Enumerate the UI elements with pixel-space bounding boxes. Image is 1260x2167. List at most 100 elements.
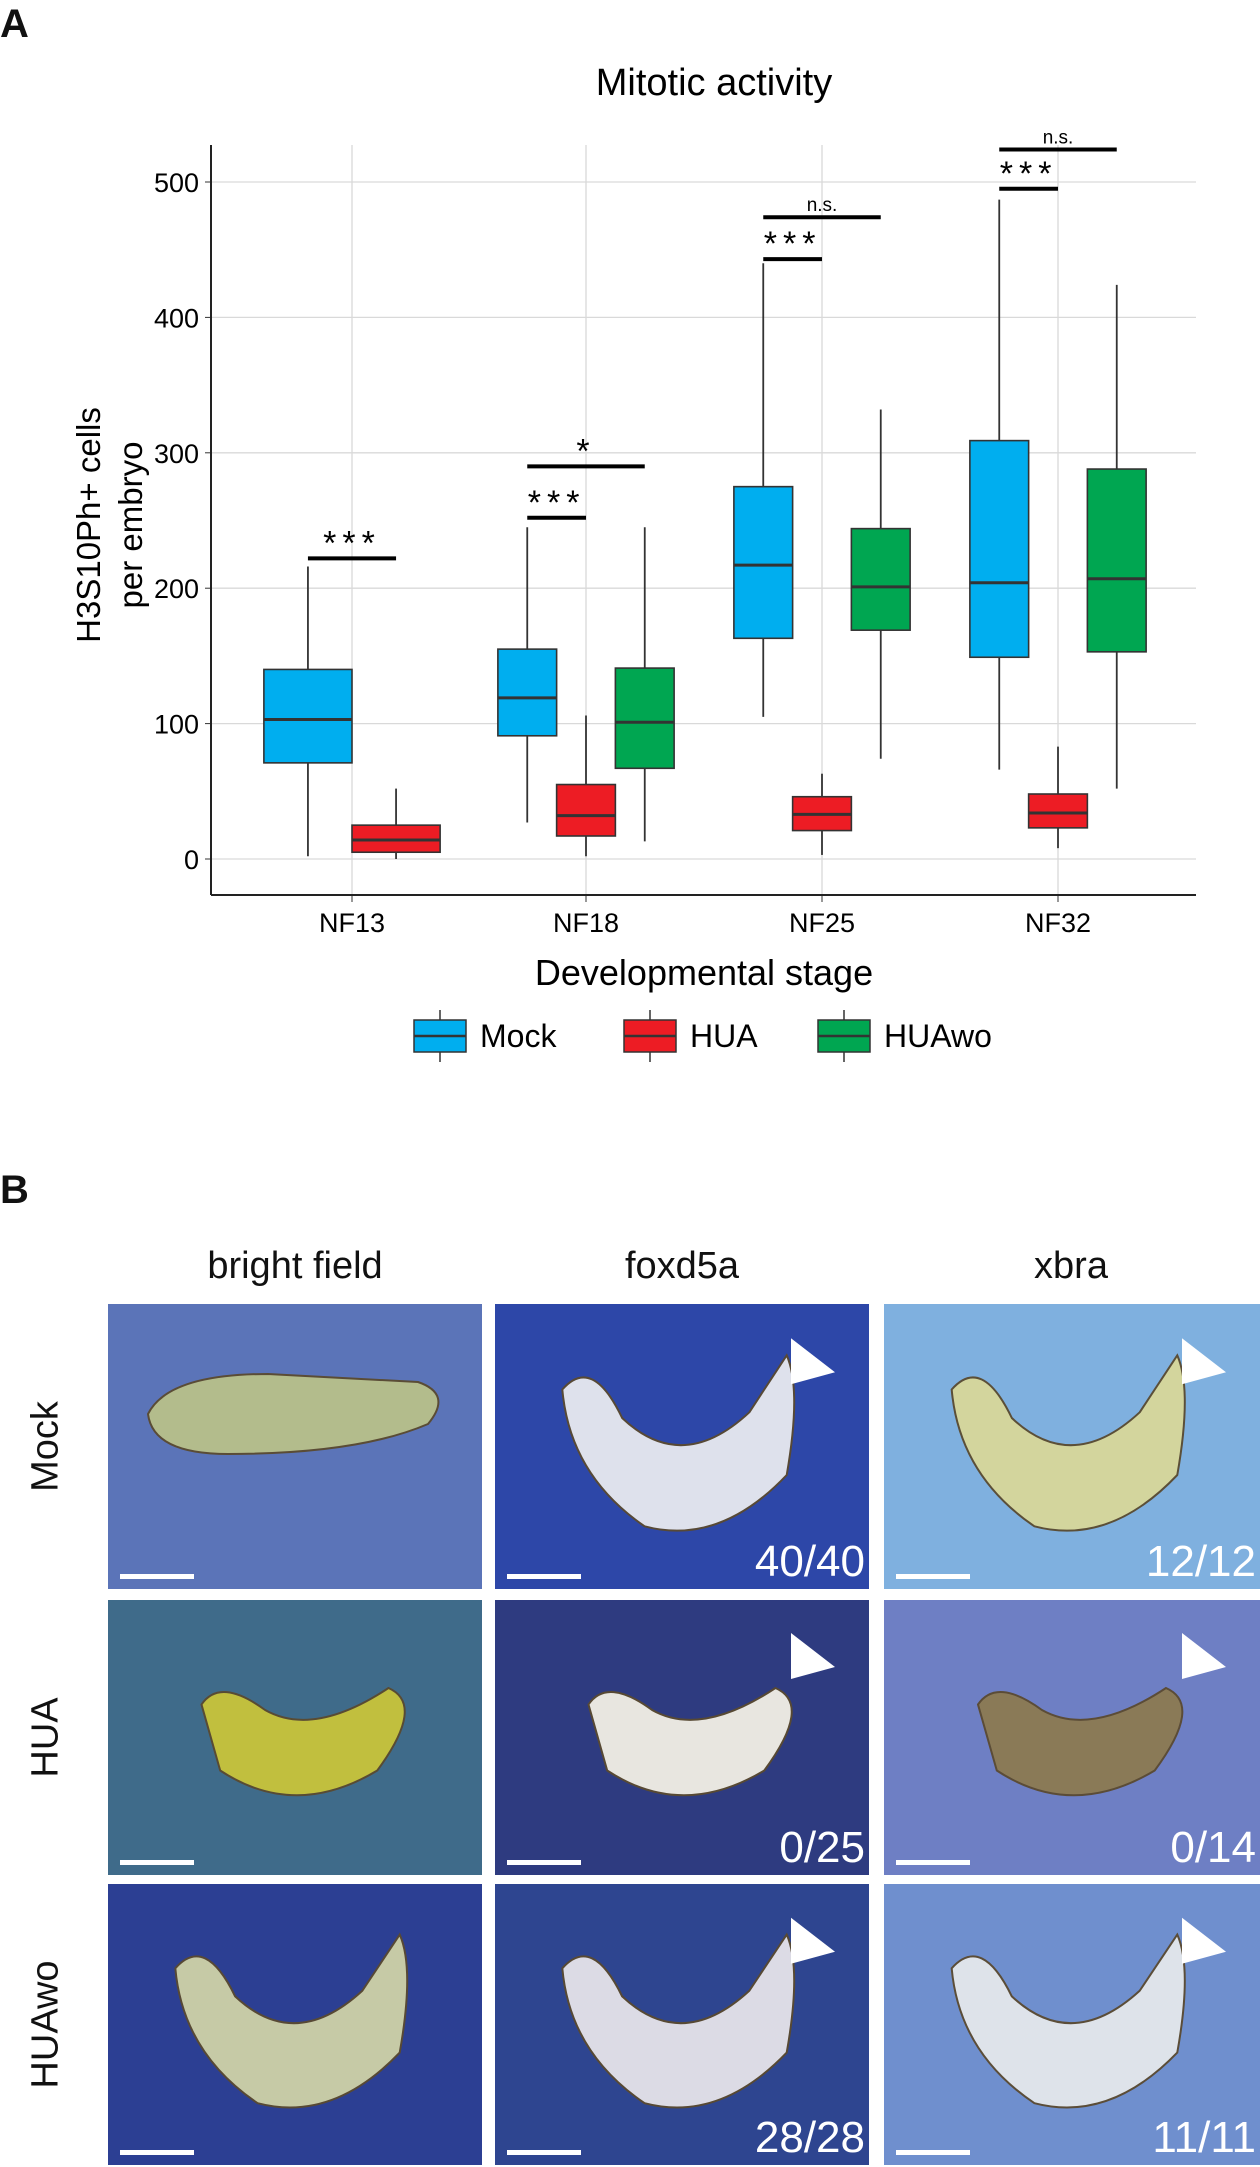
expression-count: 0/14 (1170, 1823, 1256, 1872)
embryo-shape (950, 1932, 1186, 2109)
x-tick-label: NF25 (789, 908, 855, 938)
embryo-photo-mock-1: 40/40 (495, 1304, 869, 1589)
y-tick-label: 400 (154, 303, 199, 333)
significance-label: n.s. (1043, 128, 1074, 149)
scale-bar (120, 1574, 194, 1579)
box-mock-nf25 (733, 263, 794, 717)
arrowhead-icon (791, 1633, 835, 1679)
embryo-shape (587, 1686, 793, 1797)
box-iqr (1027, 793, 1089, 829)
box-iqr (850, 527, 911, 631)
embryo-photo-huawo-2: 11/11 (884, 1884, 1260, 2165)
scale-bar (507, 1574, 581, 1579)
significance-label: n.s. (807, 195, 838, 216)
x-tick-label: NF32 (1025, 908, 1091, 938)
expression-count: 28/28 (754, 2113, 865, 2162)
y-tick-label: 0 (184, 845, 199, 875)
embryo-illustration (120, 1932, 409, 2155)
box-iqr (497, 648, 558, 737)
scale-bar (120, 2150, 194, 2155)
embryo-illustration (507, 1338, 835, 1579)
arrowhead-icon (1182, 1917, 1226, 1964)
chart-title: Mitotic activity (596, 62, 832, 104)
box-iqr (969, 439, 1030, 659)
panel-a-label: A (0, 2, 29, 46)
y-tick-label: 300 (154, 439, 199, 469)
embryo-photo-huawo-0 (108, 1884, 482, 2165)
legend-label: Mock (480, 1018, 557, 1054)
box-iqr (1086, 468, 1147, 653)
embryo-illustration (896, 1338, 1226, 1579)
embryo-shape (561, 1353, 796, 1532)
expression-count: 0/25 (779, 1823, 865, 1872)
expression-count: 12/12 (1145, 1537, 1256, 1586)
scale-bar (507, 2150, 581, 2155)
box-hua-nf13 (351, 788, 441, 859)
embryo-photo-mock-0 (108, 1304, 482, 1589)
legend-item-mock: Mock (413, 1010, 557, 1062)
scale-bar (896, 1860, 970, 1865)
scale-bar (507, 1860, 581, 1865)
significance-label: * (576, 432, 595, 470)
arrowhead-icon (1182, 1338, 1226, 1385)
panel-b-label: B (0, 1168, 29, 1212)
embryo-illustration (120, 1686, 406, 1865)
x-tick-label: NF18 (553, 908, 619, 938)
x-axis-label: Developmental stage (535, 952, 873, 993)
embryo-photo-mock-2: 12/12 (884, 1304, 1260, 1589)
column-title: bright field (207, 1245, 383, 1287)
arrowhead-icon (1182, 1633, 1226, 1679)
box-mock-nf32 (969, 199, 1030, 770)
box-hua-nf32 (1027, 746, 1089, 849)
box-huawo-nf25 (850, 409, 911, 759)
embryo-photo-huawo-1: 28/28 (495, 1884, 869, 2165)
embryo-shape (561, 1932, 796, 2109)
box-iqr (263, 668, 353, 764)
y-tick-label: 200 (154, 574, 199, 604)
legend: Mock HUA HUAwo (413, 1010, 992, 1062)
embryo-photo-hua-2: 0/14 (884, 1600, 1260, 1875)
scale-bar (896, 2150, 970, 2155)
embryo-shape (950, 1353, 1186, 1532)
box-hua-nf18 (555, 715, 617, 857)
legend-item-huawo: HUAwo (817, 1010, 992, 1062)
scale-bar (120, 1860, 194, 1865)
significance-label: *** (528, 484, 586, 522)
embryo-photo-hua-1: 0/25 (495, 1600, 869, 1875)
embryo-shape (174, 1932, 409, 2109)
y-tick-label: 100 (154, 710, 199, 740)
box-huawo-nf32 (1086, 284, 1147, 789)
row-label: HUAwo (24, 1959, 67, 2089)
x-tick-label: NF13 (319, 908, 385, 938)
box-huawo-nf18 (614, 527, 675, 842)
significance-label: *** (1000, 155, 1058, 193)
embryo-illustration (896, 1633, 1226, 1865)
legend-item-hua: HUA (623, 1010, 758, 1062)
expression-count: 40/40 (754, 1537, 865, 1586)
embryo-photo-hua-0 (108, 1600, 482, 1875)
legend-label: HUAwo (884, 1018, 992, 1054)
embryo-shape (976, 1686, 1184, 1797)
arrowhead-icon (791, 1917, 835, 1964)
box-mock-nf13 (263, 566, 353, 857)
embryo-illustration (507, 1633, 835, 1865)
expression-count: 11/11 (1152, 2113, 1256, 2162)
box-iqr (614, 667, 675, 770)
box-iqr (733, 485, 794, 640)
significance-label: *** (323, 524, 381, 562)
legend-label: HUA (690, 1018, 758, 1054)
embryo-illustration (120, 1372, 440, 1579)
embryo-shape (200, 1686, 406, 1797)
scale-bar (896, 1574, 970, 1579)
row-label: Mock (24, 1400, 67, 1492)
y-axis-label-line1: H3S10Ph+ cells (70, 407, 107, 643)
significance-label: *** (764, 225, 822, 263)
embryo-illustration (896, 1917, 1226, 2155)
embryo-illustration (507, 1917, 835, 2155)
box-plot: Mitotic activity H3S10Ph+ cells per embr… (70, 62, 1196, 1062)
embryo-shape (146, 1372, 440, 1456)
box-iqr (555, 783, 617, 837)
box-hua-nf25 (791, 773, 853, 855)
y-tick-label: 500 (154, 168, 199, 198)
column-title: xbra (1034, 1245, 1108, 1287)
